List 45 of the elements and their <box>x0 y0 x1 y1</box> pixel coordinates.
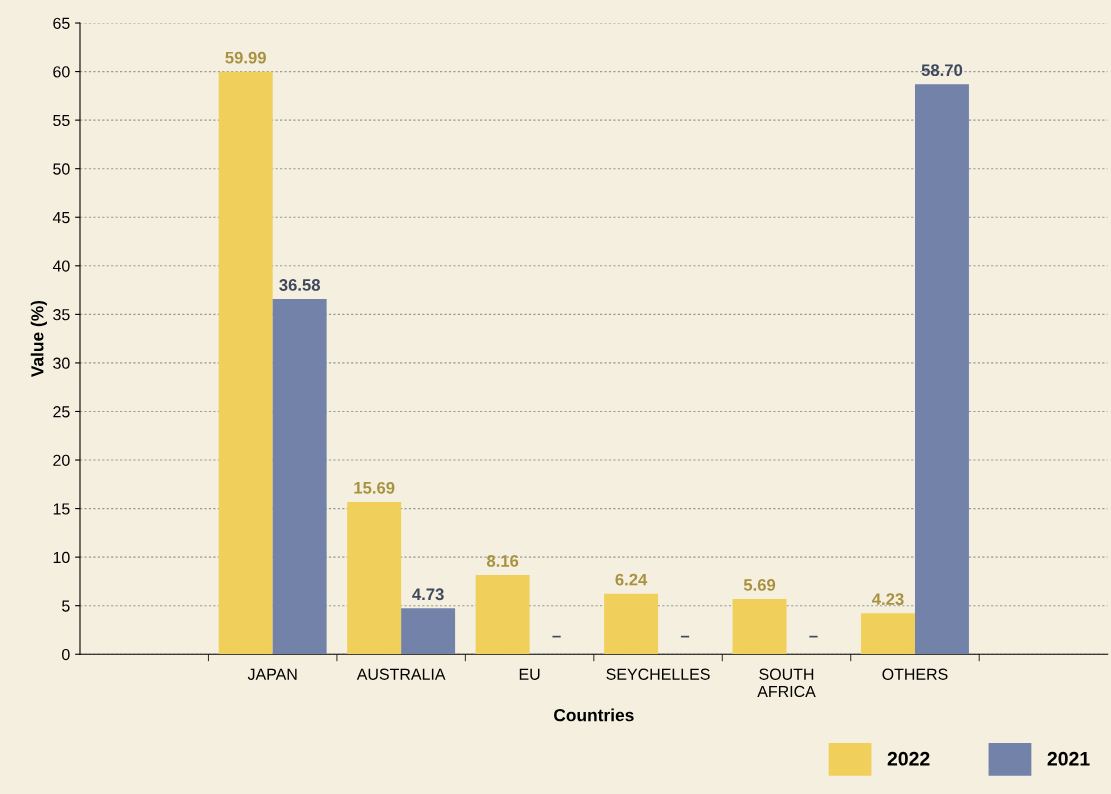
data-label: 58.70 <box>921 64 963 77</box>
y-tick-label: 10 <box>53 551 70 564</box>
y-axis-title: Value (%) <box>30 300 47 378</box>
x-tick-label: SOUTH AFRICA <box>757 668 816 698</box>
bar <box>604 593 659 655</box>
y-tick-label: 40 <box>52 260 70 272</box>
data-label: 15.69 <box>354 481 395 494</box>
data-label: 8.16 <box>486 555 519 567</box>
y-tick-label: 20 <box>53 454 70 466</box>
bar <box>475 575 530 655</box>
bar <box>732 599 787 655</box>
x-axis-title: Countries <box>554 708 634 722</box>
bar <box>914 84 969 655</box>
text: – <box>680 635 690 638</box>
y-tick-label: 55 <box>53 114 70 127</box>
data-label: 6.24 <box>615 573 648 586</box>
y-tick-label: 15 <box>53 503 70 515</box>
data-label: 4.23 <box>872 593 904 606</box>
data-label: 36.58 <box>279 279 320 291</box>
bar <box>272 299 327 655</box>
legend-label: 2021 <box>1047 751 1090 766</box>
text: – <box>552 635 561 638</box>
y-tick-label: 45 <box>52 212 70 224</box>
data-label: 4.73 <box>412 588 444 601</box>
y-tick-label: 65 <box>53 17 70 29</box>
bar <box>401 608 456 655</box>
y-tick-label: 5 <box>62 600 70 612</box>
x-tick-label: OTHERS <box>882 668 948 680</box>
bar <box>347 501 402 655</box>
data-label: 5.69 <box>743 579 776 591</box>
y-tick-label: 0 <box>62 648 70 661</box>
bar <box>861 613 915 655</box>
y-tick-label: 35 <box>53 309 70 321</box>
bar <box>218 71 273 655</box>
x-tick-label: SEYCHELLES <box>606 668 710 680</box>
y-tick-label: 25 <box>53 406 70 418</box>
y-tick-label: 30 <box>53 357 70 369</box>
x-tick-label: JAPAN <box>247 668 297 680</box>
x-tick-label: EU <box>519 668 540 680</box>
y-tick-label: 50 <box>53 163 70 175</box>
legend-label: 2022 <box>887 751 930 766</box>
text: – <box>809 635 818 638</box>
x-tick-label: AUSTRALIA <box>356 668 446 680</box>
data-label: 59.99 <box>225 51 266 64</box>
y-tick-label: 60 <box>53 66 70 78</box>
